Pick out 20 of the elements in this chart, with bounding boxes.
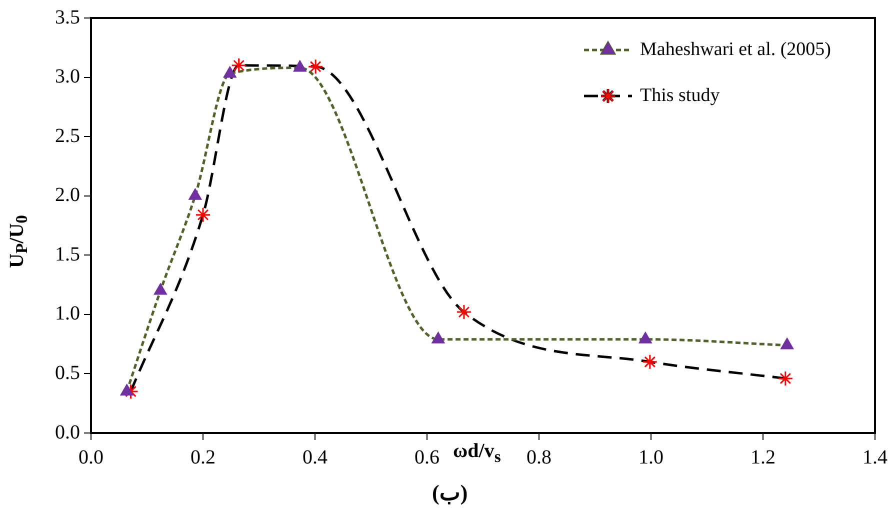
y-tick-label: 1.5 bbox=[55, 243, 80, 266]
x-axis-title: ωd/v$_{s}$ bbox=[453, 440, 501, 467]
y-tick-label: 2.0 bbox=[55, 184, 80, 206]
y-tick-label: 1.0 bbox=[55, 302, 80, 325]
y-tick-label: 0.5 bbox=[55, 362, 80, 384]
x-tick-label: 1.4 bbox=[862, 446, 888, 468]
y-tick-label: 3.0 bbox=[55, 66, 80, 88]
text: (ب) bbox=[432, 480, 468, 506]
x-tick-label: 0.0 bbox=[78, 446, 104, 468]
x-tick-label: 0.2 bbox=[190, 446, 216, 468]
y-tick-label: 3.5 bbox=[55, 6, 80, 28]
legend-label: Maheshwari et al. (2005) bbox=[640, 38, 832, 60]
y-tick-label: 0.0 bbox=[55, 421, 80, 444]
y-tick-label: 2.5 bbox=[55, 124, 80, 147]
x-tick-label: 0.8 bbox=[526, 446, 552, 468]
x-tick-label: 1.2 bbox=[750, 446, 776, 468]
legend-label: This study bbox=[640, 84, 720, 106]
x-tick-label: 1.0 bbox=[638, 446, 664, 468]
x-tick-label: 0.6 bbox=[414, 446, 440, 468]
x-tick-label: 0.4 bbox=[302, 446, 328, 468]
